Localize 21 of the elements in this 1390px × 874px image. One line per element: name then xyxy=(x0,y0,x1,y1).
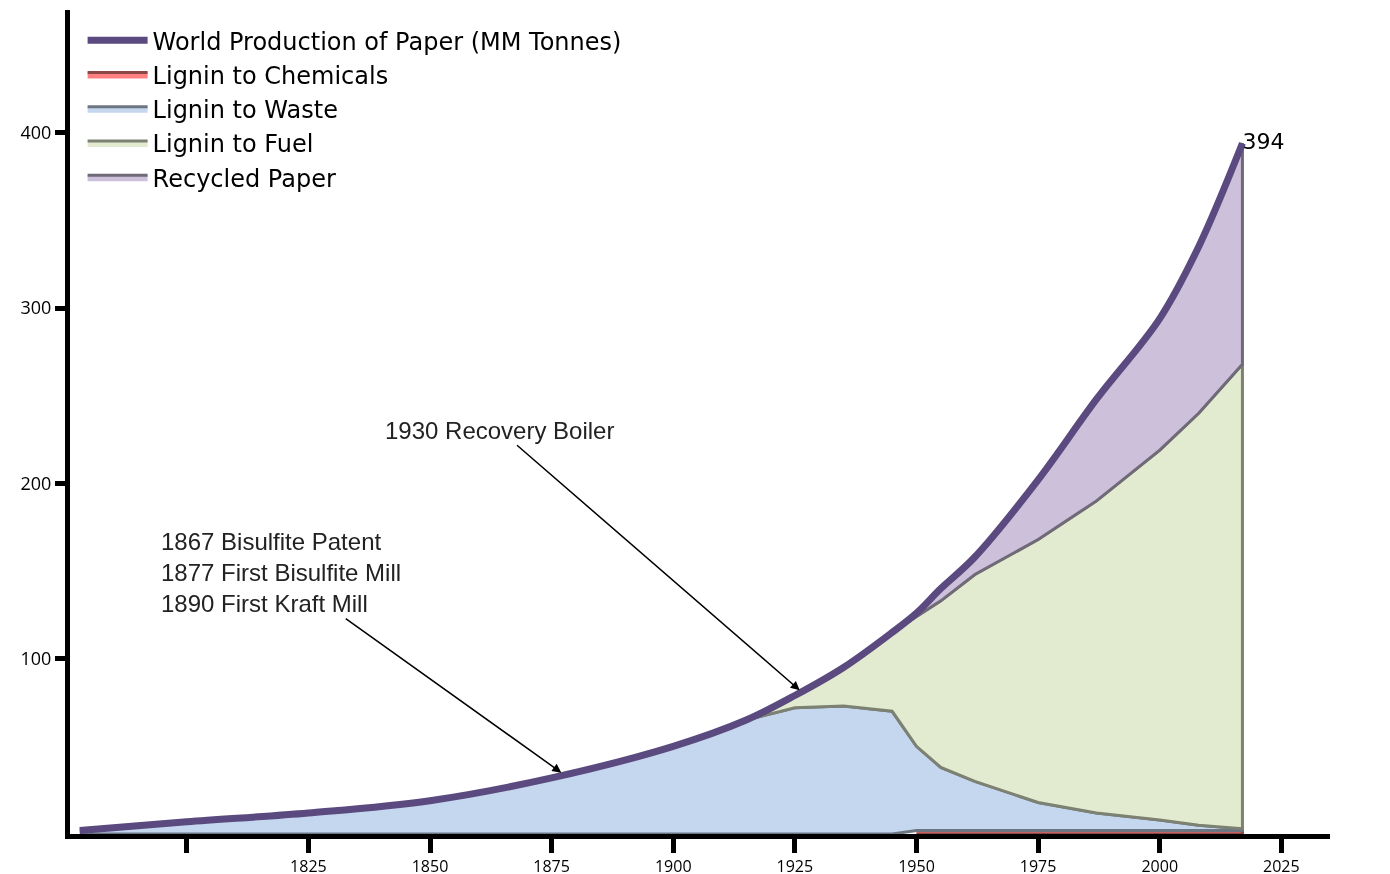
data-label: 394 xyxy=(1242,128,1285,154)
legend-label: Lignin to Chemicals xyxy=(152,61,389,90)
y-tick-label: 100 xyxy=(20,645,52,670)
x-tick-label: 1875 xyxy=(533,855,570,874)
y-tick-label: 300 xyxy=(20,295,52,320)
x-tick-label: 2000 xyxy=(1141,855,1179,874)
x-tick-label: 1950 xyxy=(898,855,935,874)
x-tick-label: 2025 xyxy=(1263,855,1300,874)
x-tick-label: 1975 xyxy=(1019,855,1057,874)
x-tick-label: 1900 xyxy=(654,855,692,874)
legend-label: Lignin to Fuel xyxy=(152,130,314,159)
annotation: 1867 Bisulfite Patent 1877 First Bisulfite Mill 1890 First Kraft Mill xyxy=(161,528,402,618)
x-tick-label: 1925 xyxy=(776,855,814,874)
y-tick-label: 400 xyxy=(20,120,52,145)
annotation: 1930 Recovery Boiler xyxy=(385,417,615,444)
x-tick-label: 1825 xyxy=(290,855,327,874)
legend-label: Lignin to Waste xyxy=(152,96,338,125)
x-tick-label: 1850 xyxy=(411,855,449,874)
y-tick-label: 200 xyxy=(20,470,52,495)
legend-label: World Production of Paper (MM Tonnes) xyxy=(152,27,622,56)
legend-label: Recycled Paper xyxy=(152,164,336,193)
